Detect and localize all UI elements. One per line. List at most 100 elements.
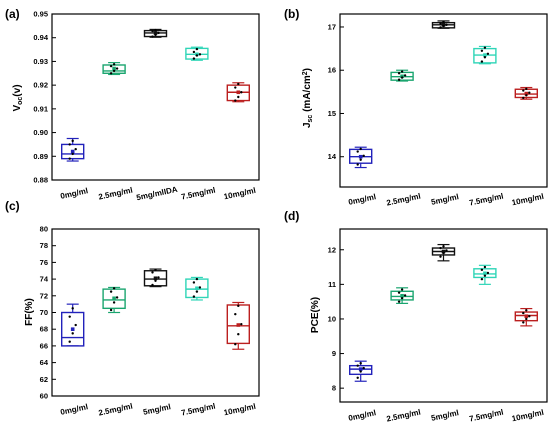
box-mean-marker <box>524 91 529 96</box>
data-point <box>439 255 442 258</box>
data-point <box>74 323 77 327</box>
data-point <box>442 20 445 23</box>
box-mean-marker <box>153 31 158 35</box>
data-point <box>109 308 113 312</box>
data-point <box>109 64 113 68</box>
y-tick-label: 15 <box>328 109 336 118</box>
x-category-label: 7.5mg/ml <box>468 192 504 208</box>
panel-a-label: (a) <box>5 7 20 21</box>
x-category-label: 5mg/ml <box>142 402 171 417</box>
data-point <box>109 290 113 293</box>
data-point <box>356 376 359 379</box>
panel-b-ylabel-suffix: (mA/cm <box>302 75 313 115</box>
data-point <box>154 28 157 32</box>
data-point <box>234 312 237 316</box>
data-point <box>195 290 199 293</box>
data-point <box>439 26 442 29</box>
data-point <box>234 99 237 102</box>
data-point <box>151 271 154 274</box>
x-category-label: 2.5mg/ml <box>386 192 422 208</box>
x-category-label: 10mg/ml <box>511 192 545 208</box>
panel-d-plot: 8 9 10 11 12 0mg/ml 2.5mg/ml 5mg/ml 7.5mg/ml 10mg… <box>328 228 548 424</box>
y-tick-label: 0.94 <box>33 33 48 42</box>
data-point <box>109 72 113 75</box>
data-point <box>195 277 199 281</box>
data-point <box>483 56 487 59</box>
box-mean-marker <box>358 367 363 371</box>
y-tick-label: 8 <box>332 384 336 393</box>
box-mean-marker <box>483 53 487 57</box>
data-point <box>359 147 362 151</box>
y-tick-label: 0.91 <box>33 104 48 113</box>
box-mean-marker <box>195 286 199 291</box>
box-mean-marker <box>112 66 116 71</box>
data-point <box>157 31 160 35</box>
data-point <box>74 147 77 151</box>
data-point <box>483 46 487 49</box>
data-point <box>240 322 243 326</box>
box-iqr <box>61 311 85 347</box>
plot-frame <box>339 228 548 403</box>
x-category-label: 5mg/mlIDA <box>136 185 179 203</box>
panel-c-label: (c) <box>5 199 20 213</box>
panel-b-ylabel-main: J <box>302 122 313 128</box>
y-tick-label: 10 <box>328 314 336 323</box>
data-point <box>198 286 202 289</box>
y-tick-label: 0.90 <box>33 128 48 137</box>
data-point <box>359 362 362 365</box>
data-point <box>198 53 202 56</box>
plot-frame <box>51 13 260 181</box>
panel-a-ylabel-main: V <box>12 105 23 112</box>
x-category-label: 5mg/ml <box>430 408 459 423</box>
data-point <box>195 54 199 57</box>
data-point <box>445 249 448 252</box>
data-point <box>112 287 116 290</box>
box-mean-marker <box>483 271 487 276</box>
data-point <box>192 57 196 60</box>
data-point <box>112 63 116 66</box>
box-iqr <box>390 290 414 301</box>
x-category-label: 0mg/ml <box>348 192 377 207</box>
data-point <box>483 265 487 269</box>
box-iqr <box>473 268 497 279</box>
data-point <box>400 288 404 291</box>
data-point <box>486 271 490 275</box>
box-mean-marker <box>236 323 241 327</box>
x-category-label: 0mg/ml <box>60 402 89 417</box>
panel-b-plot: 14 15 16 17 0mg/ml 2.5mg/ml 5mg/ml 7.5mg/ml 10mg… <box>328 13 548 208</box>
data-point <box>359 370 362 373</box>
data-point <box>486 52 490 55</box>
data-point <box>528 91 531 94</box>
data-point <box>397 72 401 75</box>
data-point <box>71 139 74 143</box>
data-point <box>151 283 154 287</box>
data-point <box>439 246 442 250</box>
panel-b-ylabel-end: ) <box>302 68 313 71</box>
data-point <box>397 78 401 81</box>
data-point <box>525 94 528 97</box>
data-point <box>192 295 196 298</box>
panel-b-ylabel-sub: sc <box>307 115 314 123</box>
panel-b-ylabel: Jsc (mA/cm2) <box>302 68 314 128</box>
data-point <box>240 91 243 94</box>
data-point <box>115 67 119 70</box>
y-tick-label: 66 <box>40 341 48 350</box>
box-iqr <box>349 364 373 376</box>
data-point <box>157 276 160 279</box>
box-mean-marker <box>441 249 446 254</box>
box-mean-marker <box>441 23 446 27</box>
y-tick-label: 62 <box>40 375 48 384</box>
data-point <box>483 274 487 277</box>
data-point <box>480 277 484 281</box>
y-tick-label: 0.95 <box>33 10 48 19</box>
data-point <box>71 152 74 156</box>
data-point <box>68 340 71 343</box>
data-point <box>68 143 71 146</box>
data-point <box>195 47 199 51</box>
y-tick-label: 14 <box>328 152 337 161</box>
panel-a-ylabel-sub: oc <box>17 97 24 105</box>
box-mean-marker <box>358 154 363 159</box>
data-point <box>397 291 401 294</box>
y-tick-label: 0.89 <box>33 152 48 161</box>
data-point <box>442 24 445 28</box>
